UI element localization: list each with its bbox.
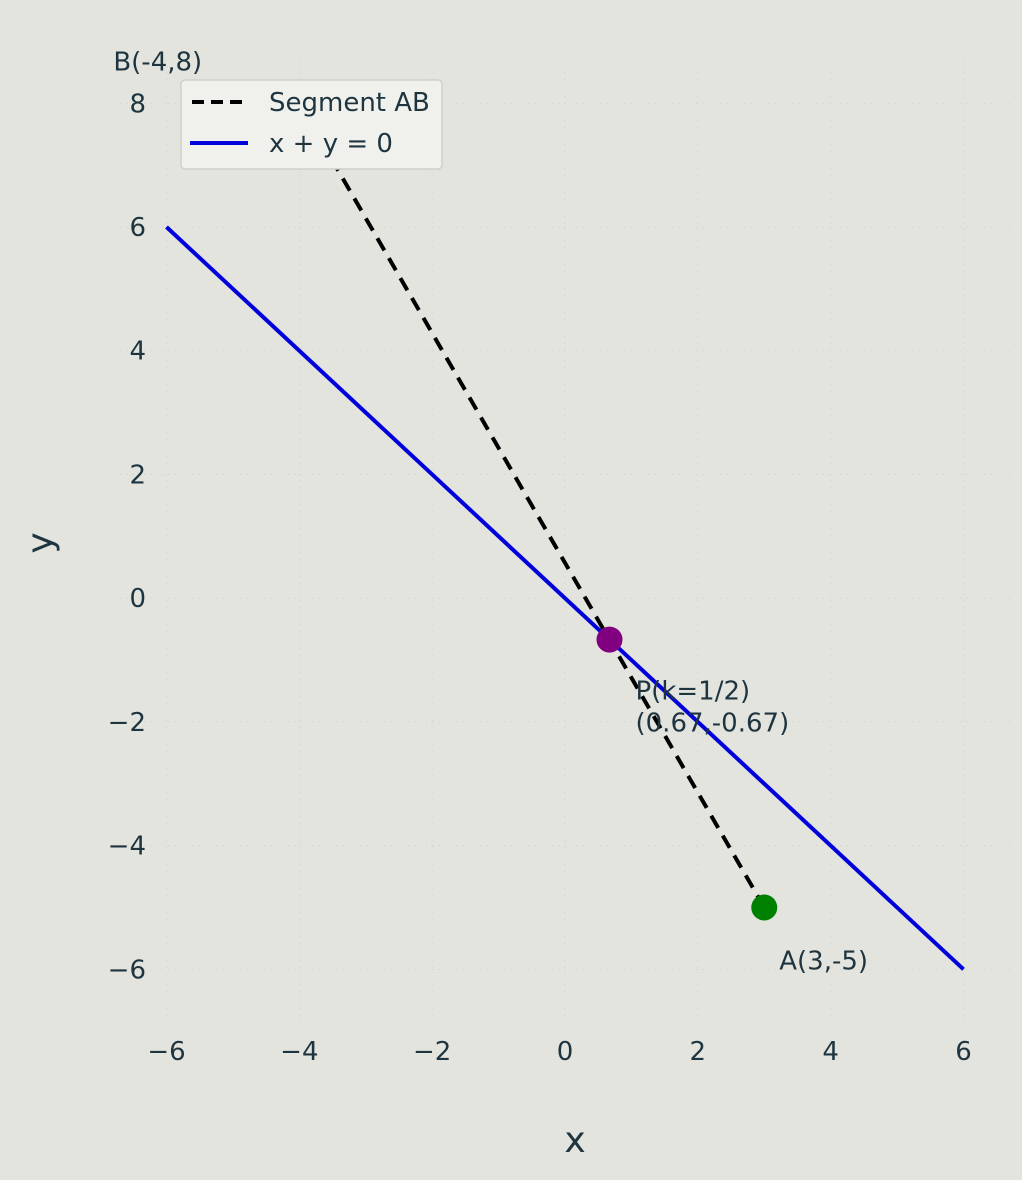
y-tick-label: 8	[129, 89, 146, 119]
point-b-label: B(-4,8)	[113, 47, 202, 77]
x-tick-label: 4	[822, 1037, 839, 1067]
x-tick-label: −2	[413, 1037, 451, 1067]
x-tick-label: −4	[280, 1037, 318, 1067]
y-tick-label: 2	[129, 460, 146, 490]
y-tick-label: −6	[108, 955, 146, 985]
point-p-label-line2: (0.67,-0.67)	[636, 709, 790, 739]
x-tick-label: 0	[557, 1037, 574, 1067]
legend-label-segment-ab: Segment AB	[269, 88, 430, 118]
point-p-label-line1: P(k=1/2)	[636, 677, 751, 707]
series-line-x-plus-y	[165, 225, 965, 971]
y-tick-label: 6	[129, 213, 146, 243]
y-tick-label: 0	[129, 584, 146, 614]
point-a	[751, 894, 778, 921]
x-tick-label: −6	[147, 1037, 185, 1067]
annotations-layer: B(-4,8) A(3,-5) P(k=1/2)(0.67,-0.67)	[113, 47, 868, 976]
point-a-label: A(3,-5)	[779, 946, 868, 976]
x-axis-label: x	[564, 1120, 585, 1161]
y-tick-label: 4	[129, 337, 146, 367]
ticks-layer: −6 −4 −2 0 2 4 6 −6 −4 −2 0 2 4 6 8	[108, 89, 972, 1067]
y-axis-label: y	[20, 532, 61, 553]
series-segment-ab	[297, 102, 766, 909]
x-tick-label: 2	[690, 1037, 707, 1067]
legend-label-line: x + y = 0	[269, 129, 393, 159]
grid-layer	[120, 60, 1010, 1025]
point-p	[596, 626, 623, 653]
legend-box	[180, 79, 443, 170]
x-tick-label: 6	[955, 1037, 972, 1067]
legend: Segment AB x + y = 0	[180, 79, 443, 170]
y-tick-label: −4	[108, 832, 146, 862]
y-tick-label: −2	[108, 708, 146, 738]
series-layer	[165, 102, 965, 971]
